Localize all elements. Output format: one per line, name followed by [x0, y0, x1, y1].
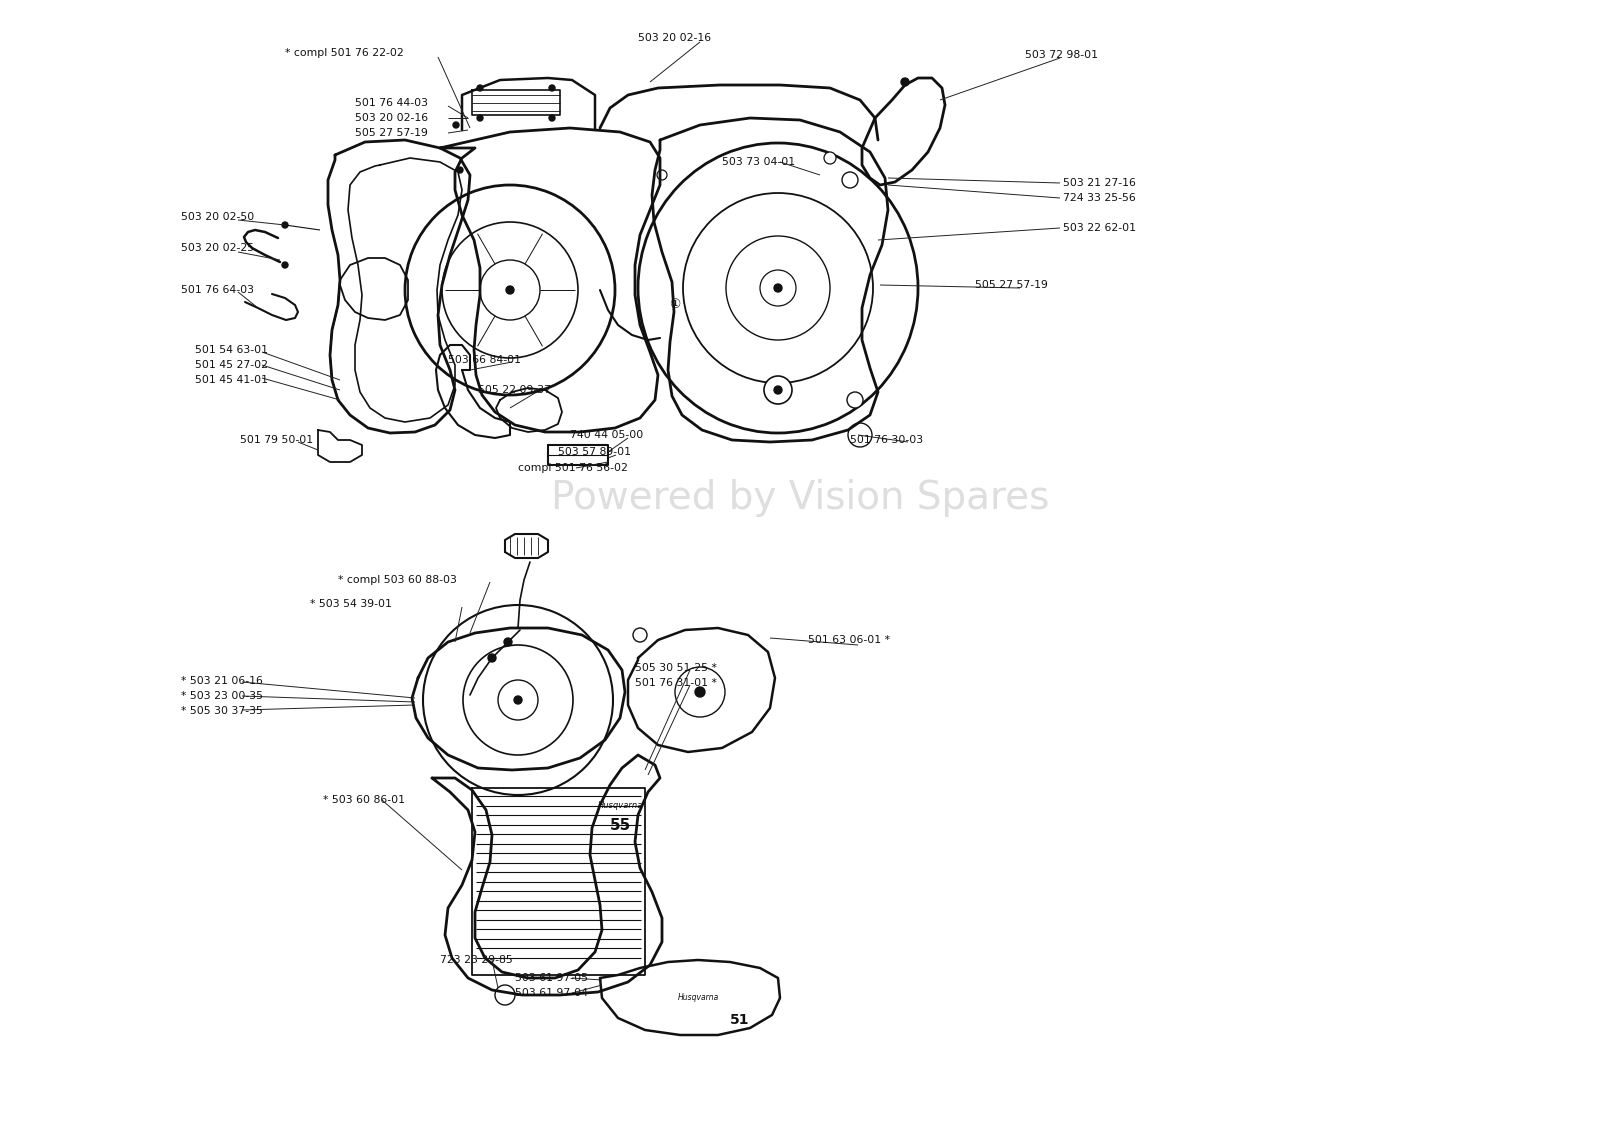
Circle shape: [842, 172, 858, 188]
Circle shape: [694, 687, 706, 697]
Text: 503 20 02-16: 503 20 02-16: [638, 33, 710, 43]
Text: * 503 54 39-01: * 503 54 39-01: [310, 599, 392, 609]
Text: * 503 21 06-16: * 503 21 06-16: [181, 676, 262, 686]
Text: 501 76 31-01 *: 501 76 31-01 *: [635, 678, 717, 688]
Text: 723 23 29-85: 723 23 29-85: [440, 955, 512, 964]
Text: 501 79 50-01: 501 79 50-01: [240, 435, 314, 445]
Text: 503 20 02-50: 503 20 02-50: [181, 212, 254, 222]
Circle shape: [549, 85, 555, 91]
Circle shape: [477, 85, 483, 91]
Circle shape: [488, 654, 496, 662]
Circle shape: [824, 152, 835, 164]
Circle shape: [634, 628, 646, 642]
Text: 505 27 57-19: 505 27 57-19: [355, 128, 427, 138]
Text: * 503 23 00-35: * 503 23 00-35: [181, 691, 262, 701]
Circle shape: [499, 990, 510, 1000]
Text: 503 66 84-01: 503 66 84-01: [448, 355, 522, 365]
Text: 505 27 57-19: 505 27 57-19: [974, 280, 1048, 290]
Text: 501 63 06-01 *: 501 63 06-01 *: [808, 635, 890, 645]
Circle shape: [774, 386, 782, 394]
Text: 724 33 25-56: 724 33 25-56: [1062, 192, 1136, 203]
Circle shape: [504, 638, 512, 646]
Circle shape: [458, 168, 462, 173]
Text: 501 54 63-01: 501 54 63-01: [195, 345, 269, 355]
Text: * 505 30 37-35: * 505 30 37-35: [181, 706, 262, 717]
Circle shape: [494, 985, 515, 1005]
Text: 503 61 97-05: 503 61 97-05: [515, 974, 589, 983]
Circle shape: [901, 78, 909, 86]
Text: ①: ①: [669, 299, 680, 311]
Circle shape: [549, 115, 555, 121]
Circle shape: [765, 376, 792, 404]
Text: 503 57 89-01: 503 57 89-01: [558, 447, 630, 457]
Text: 503 73 04-01: 503 73 04-01: [722, 157, 795, 168]
Text: 505 22 09-37: 505 22 09-37: [478, 385, 550, 395]
Text: 503 21 27-16: 503 21 27-16: [1062, 178, 1136, 188]
Text: Husqvarna: Husqvarna: [677, 994, 718, 1003]
Text: 505 30 51-25 *: 505 30 51-25 *: [635, 663, 717, 674]
Circle shape: [848, 423, 872, 447]
Text: 501 45 27-02: 501 45 27-02: [195, 360, 269, 370]
Text: 503 72 98-01: 503 72 98-01: [1026, 50, 1098, 60]
Text: 503 22 62-01: 503 22 62-01: [1062, 223, 1136, 233]
Text: * compl 503 60 88-03: * compl 503 60 88-03: [338, 575, 458, 585]
Text: 503 20 02-16: 503 20 02-16: [355, 113, 429, 123]
Circle shape: [453, 122, 459, 128]
Circle shape: [506, 286, 514, 294]
Text: * 503 60 86-01: * 503 60 86-01: [323, 795, 405, 805]
Text: 740 44 05-00: 740 44 05-00: [570, 430, 643, 440]
Text: * compl 501 76 22-02: * compl 501 76 22-02: [285, 48, 403, 58]
Text: Powered by Vision Spares: Powered by Vision Spares: [550, 479, 1050, 517]
Text: Husqvarna: Husqvarna: [597, 800, 643, 809]
Text: 55: 55: [610, 817, 630, 832]
Text: 51: 51: [730, 1013, 750, 1027]
Circle shape: [514, 696, 522, 704]
Text: compl 501 76 56-02: compl 501 76 56-02: [518, 463, 627, 473]
Text: 501 45 41-01: 501 45 41-01: [195, 375, 269, 385]
Circle shape: [282, 261, 288, 268]
Text: 503 20 02-25: 503 20 02-25: [181, 243, 254, 252]
Circle shape: [675, 667, 725, 717]
Text: 501 76 30-03: 501 76 30-03: [850, 435, 923, 445]
Text: 503 61 97-04: 503 61 97-04: [515, 988, 589, 998]
Text: 501 76 64-03: 501 76 64-03: [181, 285, 254, 295]
Circle shape: [282, 222, 288, 228]
Circle shape: [774, 284, 782, 292]
Text: 501 76 44-03: 501 76 44-03: [355, 98, 429, 108]
Circle shape: [658, 170, 667, 180]
Circle shape: [477, 115, 483, 121]
Circle shape: [846, 392, 862, 408]
